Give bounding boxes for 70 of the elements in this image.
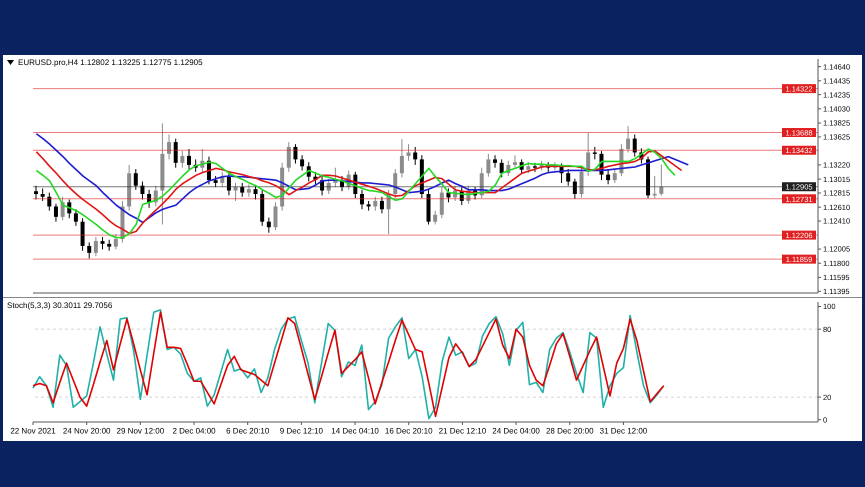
candlestick [366,200,371,212]
candlestick [446,188,450,203]
candlestick [246,184,251,198]
candlestick [293,144,298,164]
candlestick [240,182,244,198]
candlestick [134,168,138,190]
candlestick [326,178,331,194]
candlestick [659,164,664,196]
candlestick [606,170,610,185]
candlestick [254,185,258,200]
candlestick [500,158,504,178]
candlestick [147,189,152,208]
candlestick [592,146,597,160]
candlestick [107,239,112,252]
candlestick [440,186,444,219]
x-tick-label: 6 Dec 20:10 [226,426,270,436]
candlestick [174,138,178,168]
candlestick [433,210,438,225]
candlestick [234,182,238,202]
candlestick [512,154,517,168]
x-tick-label: 9 Dec 12:10 [280,426,324,436]
candlestick [180,150,184,168]
candlestick [87,242,92,259]
candlestick [114,234,118,250]
x-tick-label: 2 Dec 04:00 [172,426,216,436]
candlestick [580,167,584,198]
x-tick-label: 24 Dec 04:00 [492,426,540,436]
candlestick [566,168,570,186]
candlestick [486,153,490,178]
candlestick [360,189,364,210]
candlestick [572,178,577,200]
candlestick [266,217,271,234]
x-tick-label: 14 Dec 04:10 [331,426,380,436]
x-tick-label: 24 Nov 20:00 [62,426,112,436]
line-series [36,132,690,224]
candlestick [400,138,404,178]
candlestick [413,146,418,166]
candlestick [373,196,378,212]
candlestick [214,176,218,188]
candlestick [273,202,278,230]
candlestick [140,181,144,200]
candlestick [612,168,617,184]
candlestick [493,154,498,168]
candlestick [652,176,657,199]
x-tick-label: 22 Nov 2021 [10,426,56,436]
candlestick [526,162,530,174]
candlestick [47,192,52,212]
x-tick-label: 31 Dec 12:00 [600,426,648,436]
candlestick [94,236,98,257]
x-tick-label: 29 Nov 12:00 [116,426,165,436]
candlestick [34,185,38,200]
candlestick [286,142,291,172]
candlestick [632,134,637,158]
candlestick [226,172,231,196]
chart-title: EURUSD.pro,H4 1.12802 1.13225 1.12775 1.12905 [18,58,203,67]
candlestick [393,168,398,199]
candlestick [100,236,105,250]
x-tick-label: 28 Dec 20:00 [546,426,594,436]
candlestick [300,154,304,171]
x-tick-label: 16 Dec 20:10 [384,426,434,436]
candlestick [74,208,78,226]
candlestick [54,203,58,222]
candlestick [40,188,45,202]
candlestick [626,126,630,153]
chart-title: Stoch(5,3,3) 30.3011 29.7056 [7,301,112,310]
x-tick-label: 21 Dec 12:10 [438,426,487,436]
candlestick [167,134,172,160]
candlestick [187,148,192,170]
candlestick [380,196,384,214]
candlestick [406,144,411,162]
